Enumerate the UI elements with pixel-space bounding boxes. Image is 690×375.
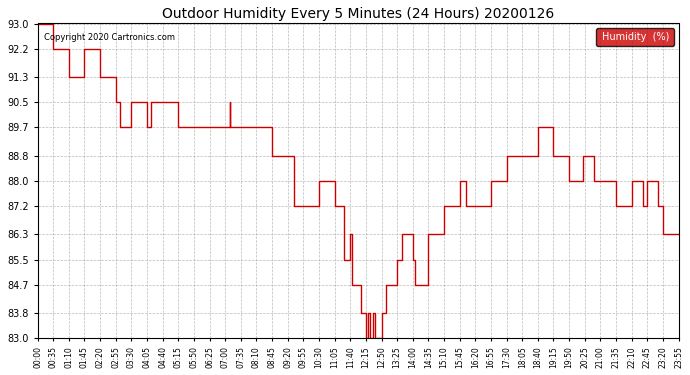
Legend: Humidity  (%): Humidity (%): [595, 28, 673, 46]
Text: Copyright 2020 Cartronics.com: Copyright 2020 Cartronics.com: [44, 33, 175, 42]
Title: Outdoor Humidity Every 5 Minutes (24 Hours) 20200126: Outdoor Humidity Every 5 Minutes (24 Hou…: [162, 7, 554, 21]
